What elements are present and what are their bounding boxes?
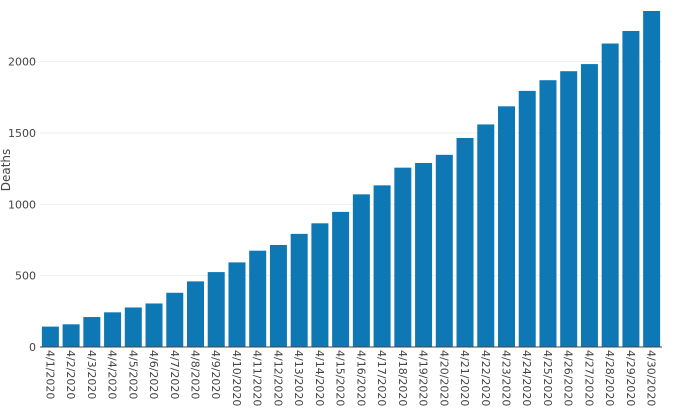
bar: [269, 244, 287, 347]
bar: [560, 71, 578, 348]
y-tick-label: 2000: [8, 56, 36, 69]
bar: [187, 281, 204, 347]
x-tick-label: 4/23/2020: [500, 350, 513, 406]
y-tick-label: 1500: [8, 127, 36, 140]
bar: [104, 312, 122, 347]
x-tick-label: 4/17/2020: [375, 350, 388, 406]
x-tick-label: 4/18/2020: [396, 350, 409, 406]
bar: [311, 223, 329, 347]
x-tick-label: 4/27/2020: [582, 350, 595, 406]
bar: [373, 185, 391, 347]
x-tick-label: 4/13/2020: [292, 350, 305, 406]
bar: [41, 326, 59, 347]
x-tick-label: 4/29/2020: [624, 350, 637, 406]
bar: [518, 90, 536, 348]
x-tick-label: 4/3/2020: [85, 350, 98, 399]
x-tick-label: 4/2/2020: [64, 350, 77, 399]
x-tick-label: 4/21/2020: [458, 350, 471, 406]
bar: [166, 292, 184, 347]
bar: [622, 30, 640, 347]
x-tick-label: 4/4/2020: [106, 350, 119, 399]
x-tick-label: 4/20/2020: [437, 350, 450, 406]
bar: [498, 106, 515, 347]
x-tick-label: 4/22/2020: [479, 350, 492, 406]
x-tick-label: 4/5/2020: [126, 350, 139, 399]
x-tick-label: 4/6/2020: [147, 350, 160, 399]
y-tick-label: 0: [29, 341, 36, 354]
x-tick-label: 4/11/2020: [251, 350, 264, 406]
x-tick-label: 4/30/2020: [645, 350, 658, 406]
bar: [83, 317, 101, 347]
bar: [290, 233, 308, 347]
x-tick-label: 4/1/2020: [43, 350, 56, 399]
x-tick-label: 4/28/2020: [603, 350, 616, 406]
gridlines: [40, 61, 662, 277]
axes: 0 500 1000 1500 2000 4/1/2020 4/2/2020 4/3/2020…: [8, 56, 662, 406]
bar: [207, 272, 225, 347]
x-tick-label: 4/19/2020: [417, 350, 430, 406]
x-tick-label: 4/26/2020: [562, 350, 575, 406]
y-tick-label: 1000: [8, 198, 36, 211]
x-tick-label: 4/16/2020: [354, 350, 367, 406]
x-tick-label: 4/14/2020: [313, 350, 326, 406]
bar: [643, 11, 661, 347]
bar: [539, 80, 557, 347]
bar: [228, 262, 246, 347]
bar: [415, 162, 433, 347]
x-tick-label: 4/8/2020: [189, 350, 202, 399]
y-axis-title: Deaths: [0, 149, 13, 192]
bars: [41, 11, 661, 348]
bar: [124, 307, 142, 347]
x-tick-label: 4/10/2020: [230, 350, 243, 406]
bar: [580, 64, 598, 347]
y-tick-label: 500: [15, 270, 36, 283]
x-tick-label: 4/24/2020: [520, 350, 533, 406]
x-tick-label: 4/15/2020: [334, 350, 347, 406]
x-tick-label: 4/12/2020: [271, 350, 284, 406]
bar: [145, 303, 163, 347]
bar: [62, 324, 80, 347]
bar: [601, 43, 619, 347]
bar: [249, 250, 267, 347]
bar: [477, 124, 495, 348]
bar: [435, 154, 453, 347]
x-tick-label: 4/9/2020: [209, 350, 222, 399]
bar: [332, 211, 350, 347]
x-tick-label: 4/7/2020: [168, 350, 181, 399]
bar: [394, 167, 412, 347]
bar: [352, 194, 370, 347]
bar: [456, 137, 474, 347]
x-tick-label: 4/25/2020: [541, 350, 554, 406]
